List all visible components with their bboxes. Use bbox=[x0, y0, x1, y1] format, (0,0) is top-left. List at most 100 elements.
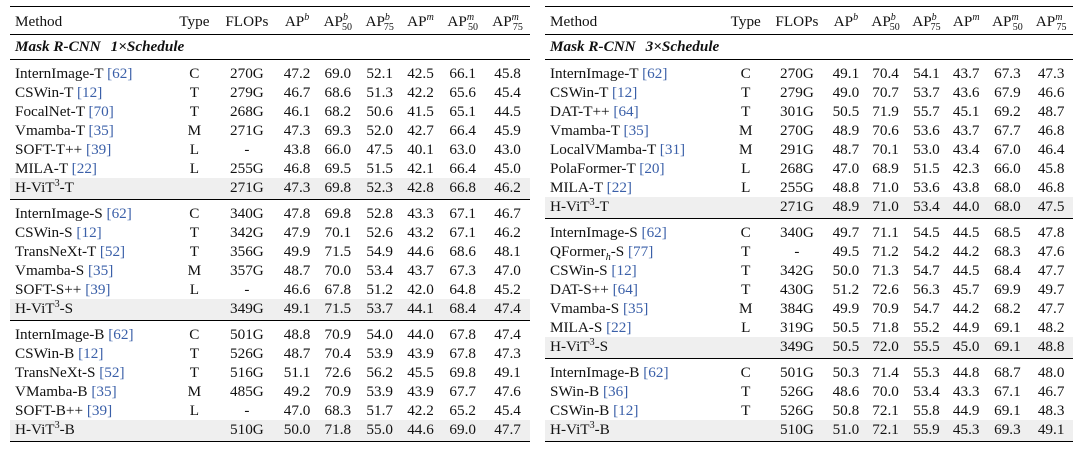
method-cell: SOFT-T++ [39] bbox=[10, 140, 172, 159]
metric-cell: 43.7 bbox=[407, 262, 434, 279]
metric-cell: 49.1 bbox=[832, 65, 860, 82]
type-cell: C bbox=[724, 358, 768, 382]
metric-cell: 55.7 bbox=[913, 103, 940, 120]
ours-row: H-ViT3-T 271G 47.3 69.8 52.3 42.8 66.8 46.2 bbox=[10, 178, 530, 200]
metric-cell: 69.0 bbox=[440, 420, 486, 442]
method-name: H-ViT bbox=[15, 421, 55, 438]
method-cell: DAT-S++ [64] bbox=[545, 280, 724, 299]
metric-cell: 68.6 bbox=[324, 84, 352, 101]
type-cell: T bbox=[741, 243, 751, 260]
metric-cell: 71.4 bbox=[865, 358, 907, 382]
metric-cell: 70.4 bbox=[872, 65, 899, 82]
type-cell: M bbox=[738, 141, 753, 158]
schedule-name: 1×Schedule bbox=[110, 38, 185, 55]
col-ap-0: APb bbox=[827, 7, 866, 35]
type-cell: L bbox=[189, 281, 200, 298]
col-type: Type bbox=[172, 7, 216, 35]
table-row: InternImage-B [62] C 501G 50.3 71.4 55.3 44.8 6… bbox=[545, 358, 1073, 382]
method-cell: LocalVMamba-T [31] bbox=[545, 140, 724, 159]
method-cell: H-ViT3-T bbox=[545, 197, 725, 219]
metric-cell: 70.9 bbox=[872, 300, 899, 317]
metric-cell: 47.6 bbox=[494, 383, 521, 400]
metric-cell: 67.8 bbox=[440, 320, 486, 344]
metric-cell: 69.5 bbox=[324, 160, 352, 177]
ap-superscript: m bbox=[1011, 11, 1019, 23]
table-row: DAT-S++ [64] T 430G 51.2 72.6 56.3 45.7 69.9 49.… bbox=[545, 280, 1073, 299]
ours-row: H-ViT3-B 510G 50.0 71.8 55.0 44.6 69.0 47.7 bbox=[10, 420, 530, 442]
ours-row: H-ViT3-S 349G 50.5 72.0 55.5 45.0 69.1 48.8 bbox=[545, 337, 1073, 359]
metric-cell: 69.1 bbox=[994, 402, 1021, 419]
metric-cell: 50.5 bbox=[832, 319, 860, 336]
metric-cell: 68.4 bbox=[994, 262, 1021, 279]
citation-link: [64] bbox=[612, 281, 638, 298]
metric-cell: 43.8 bbox=[952, 179, 980, 196]
type-cell: C bbox=[189, 65, 200, 82]
metric-cell: 56.3 bbox=[913, 281, 940, 298]
ap-label: AP bbox=[284, 13, 305, 30]
citation-link: [36] bbox=[602, 383, 629, 400]
metric-cell: 50.8 bbox=[832, 402, 860, 419]
metric-cell: 46.4 bbox=[1037, 141, 1065, 158]
metric-cell: 70.7 bbox=[872, 84, 899, 101]
metric-cell: 40.1 bbox=[407, 141, 434, 158]
method-name: Vmamba-T bbox=[550, 122, 620, 139]
ap-superscript: b bbox=[343, 11, 348, 23]
metric-cell: 46.1 bbox=[283, 103, 311, 120]
flops-cell: 268G bbox=[780, 160, 814, 177]
flops-cell: - bbox=[244, 402, 250, 419]
type-cell: M bbox=[187, 262, 202, 279]
metric-cell: 72.0 bbox=[865, 337, 907, 359]
metric-cell: 47.6 bbox=[1037, 243, 1065, 260]
type-cell: T bbox=[189, 103, 200, 120]
method-cell: InternImage-T [62] bbox=[10, 60, 172, 84]
flops-cell: 510G bbox=[216, 420, 278, 442]
metric-cell: 67.1 bbox=[440, 199, 486, 223]
metric-cell: 67.7 bbox=[994, 122, 1021, 139]
ap-subscript: 75 bbox=[512, 22, 523, 34]
method-name: MILA-T bbox=[15, 160, 68, 177]
metric-cell: 69.8 bbox=[449, 364, 476, 381]
metric-cell: 71.3 bbox=[872, 262, 899, 279]
citation-link: [62] bbox=[108, 326, 134, 343]
method-suffix: -S bbox=[594, 338, 609, 355]
metric-cell: 44.5 bbox=[946, 218, 986, 242]
metric-cell: 54.9 bbox=[366, 243, 393, 260]
metric-cell: 47.8 bbox=[1029, 218, 1073, 242]
metric-cell: 47.9 bbox=[283, 224, 311, 241]
flops-cell: 271G bbox=[767, 197, 827, 219]
metric-cell: 63.0 bbox=[449, 141, 476, 158]
citation-link: [20] bbox=[639, 160, 665, 177]
metric-cell: 44.5 bbox=[494, 103, 521, 120]
type-cell: M bbox=[738, 300, 753, 317]
type-cell: T bbox=[741, 84, 751, 101]
metric-cell: 65.6 bbox=[449, 84, 476, 101]
citation-link: [22] bbox=[606, 319, 632, 336]
metric-cell: 53.4 bbox=[906, 197, 947, 219]
metric-cell: 45.0 bbox=[494, 160, 521, 177]
method-name: SWin-B bbox=[550, 383, 600, 400]
method-cell: InternImage-S [62] bbox=[10, 199, 173, 223]
method-cell: DAT-T++ [64] bbox=[545, 102, 724, 121]
col-method-label: Method bbox=[15, 13, 63, 30]
method-name: CSWin-B bbox=[550, 402, 610, 419]
table-row: InternImage-S [62] C 340G 47.8 69.8 52.8 43.3 6… bbox=[10, 199, 530, 223]
type-cell: M bbox=[187, 122, 202, 139]
metric-cell: 70.9 bbox=[324, 383, 352, 400]
method-cell: H-ViT3-B bbox=[545, 420, 725, 442]
type-cell: L bbox=[189, 402, 200, 419]
metric-cell: 42.0 bbox=[407, 281, 434, 298]
metric-cell: 55.0 bbox=[358, 420, 401, 442]
method-cell: InternImage-T [62] bbox=[545, 60, 724, 84]
metric-cell: 50.0 bbox=[277, 420, 317, 442]
method-name: CSWin-S bbox=[15, 224, 73, 241]
flops-cell: 268G bbox=[230, 103, 264, 120]
ap-label: AP bbox=[407, 13, 427, 30]
citation-link: [35] bbox=[91, 383, 117, 400]
flops-cell: 270G bbox=[230, 65, 264, 82]
metric-cell: 72.6 bbox=[872, 281, 899, 298]
metric-cell: 68.0 bbox=[994, 179, 1021, 196]
citation-link: [62] bbox=[642, 65, 668, 82]
metric-cell: 68.6 bbox=[449, 243, 476, 260]
citation-link: [12] bbox=[78, 345, 104, 362]
citation-link: [35] bbox=[88, 122, 114, 139]
